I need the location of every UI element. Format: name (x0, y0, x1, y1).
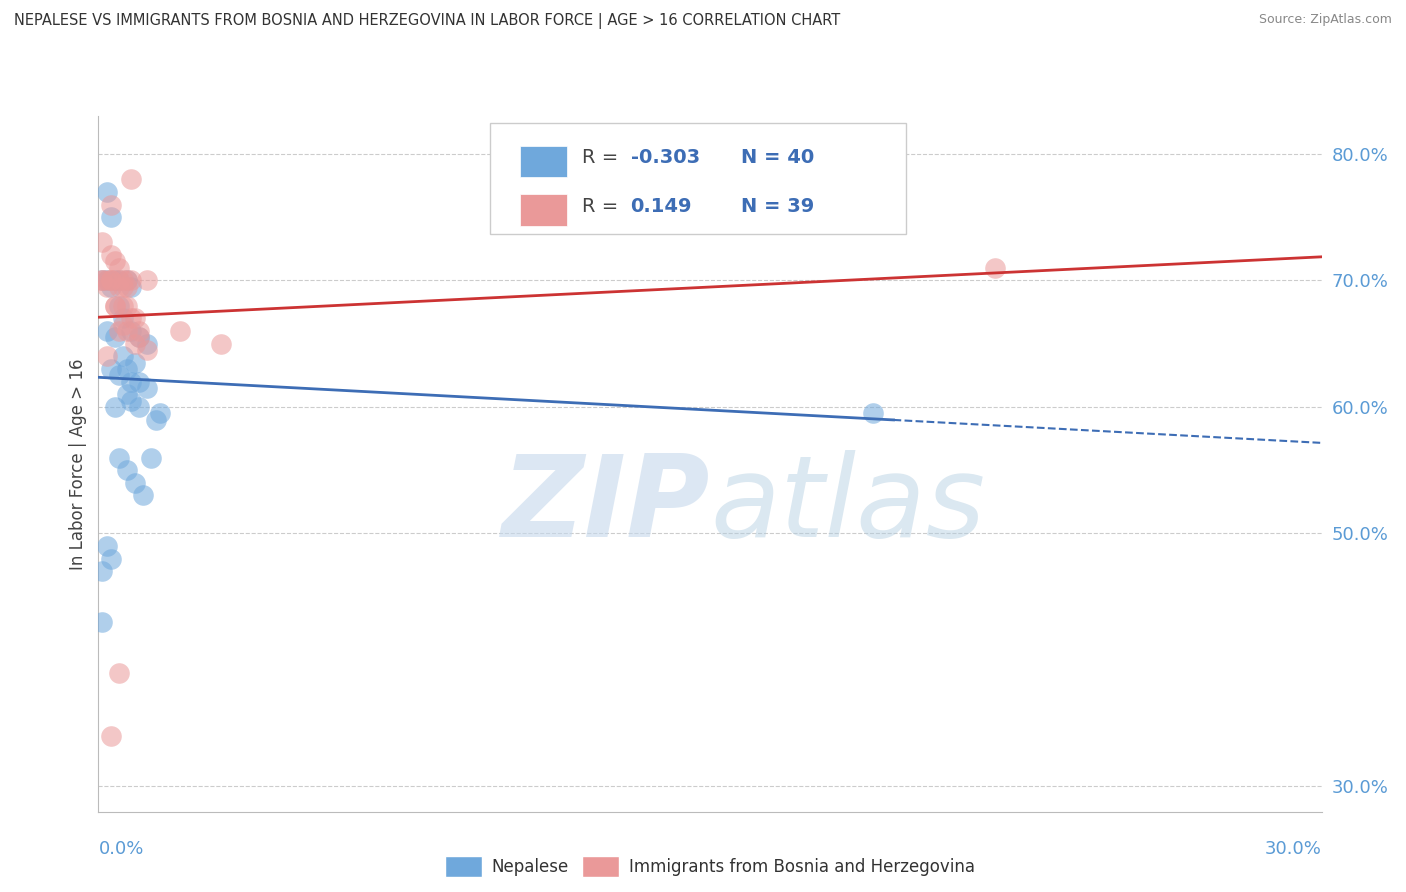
Point (96, 273, 118, 287)
Text: 30.0%: 30.0% (1265, 839, 1322, 857)
FancyBboxPatch shape (489, 123, 905, 235)
Point (108, 368, 131, 383)
Point (108, 324, 131, 338)
Point (145, 412, 167, 426)
Point (124, 356, 146, 370)
Point (128, 375, 150, 389)
Text: N = 40: N = 40 (741, 148, 814, 167)
Point (128, 324, 150, 338)
Text: 0.149: 0.149 (630, 197, 692, 216)
Point (115, 273, 138, 287)
Text: N = 39: N = 39 (741, 197, 814, 216)
Point (111, 299, 134, 313)
Point (96, 185, 118, 199)
Point (96, 324, 118, 338)
Point (100, 551, 122, 566)
Point (120, 375, 142, 389)
Point (120, 273, 142, 287)
Point (104, 330, 127, 344)
Point (111, 349, 134, 363)
Point (91, 273, 114, 287)
Point (169, 324, 191, 338)
Point (100, 273, 122, 287)
Point (100, 729, 122, 743)
Point (104, 400, 127, 414)
Point (120, 311, 142, 326)
Point (104, 254, 127, 268)
Point (96, 539, 118, 553)
Legend: Nepalese, Immigrants from Bosnia and Herzegovina: Nepalese, Immigrants from Bosnia and Her… (439, 850, 981, 883)
Point (111, 311, 134, 326)
Point (91, 615, 114, 629)
Point (104, 273, 127, 287)
Point (108, 260, 131, 275)
Point (136, 336, 159, 351)
Point (136, 273, 159, 287)
Text: Source: ZipAtlas.com: Source: ZipAtlas.com (1258, 13, 1392, 27)
Point (141, 450, 163, 465)
Point (120, 172, 142, 186)
Point (120, 279, 142, 293)
Text: -0.303: -0.303 (630, 148, 700, 167)
Point (115, 324, 138, 338)
Point (111, 273, 134, 287)
Text: atlas: atlas (710, 450, 986, 561)
Point (108, 273, 131, 287)
Point (115, 279, 138, 293)
Point (124, 336, 146, 351)
Point (91, 273, 114, 287)
Point (100, 197, 122, 211)
Point (100, 210, 122, 224)
Point (96, 279, 118, 293)
Point (91, 273, 114, 287)
Point (124, 311, 146, 326)
Point (984, 260, 1007, 275)
Point (108, 450, 131, 465)
Point (128, 330, 150, 344)
Point (104, 299, 127, 313)
Point (100, 279, 122, 293)
Point (120, 324, 142, 338)
Point (115, 362, 138, 376)
Point (104, 299, 127, 313)
Point (100, 362, 122, 376)
Point (115, 273, 138, 287)
Point (100, 273, 122, 287)
Point (108, 299, 131, 313)
Point (96, 273, 118, 287)
Point (108, 273, 131, 287)
Point (91, 235, 114, 250)
Point (149, 406, 172, 420)
Point (136, 381, 159, 395)
Point (862, 406, 884, 420)
FancyBboxPatch shape (520, 194, 567, 226)
Point (100, 248, 122, 262)
FancyBboxPatch shape (520, 145, 567, 177)
Point (128, 400, 150, 414)
Text: R =: R = (582, 148, 624, 167)
Point (124, 475, 146, 490)
Point (91, 565, 114, 579)
Point (132, 488, 155, 502)
Text: NEPALESE VS IMMIGRANTS FROM BOSNIA AND HERZEGOVINA IN LABOR FORCE | AGE > 16 COR: NEPALESE VS IMMIGRANTS FROM BOSNIA AND H… (14, 13, 841, 29)
Point (209, 336, 232, 351)
Text: R =: R = (582, 197, 624, 216)
Point (128, 330, 150, 344)
Point (120, 393, 142, 408)
Text: 0.0%: 0.0% (98, 839, 143, 857)
Point (108, 665, 131, 680)
Point (111, 279, 134, 293)
Point (136, 343, 159, 357)
Point (115, 463, 138, 477)
Point (96, 349, 118, 363)
Point (115, 299, 138, 313)
Point (111, 318, 134, 332)
Point (115, 387, 138, 401)
Point (108, 279, 131, 293)
Text: ZIP: ZIP (502, 450, 710, 561)
Y-axis label: In Labor Force | Age > 16: In Labor Force | Age > 16 (69, 358, 87, 570)
